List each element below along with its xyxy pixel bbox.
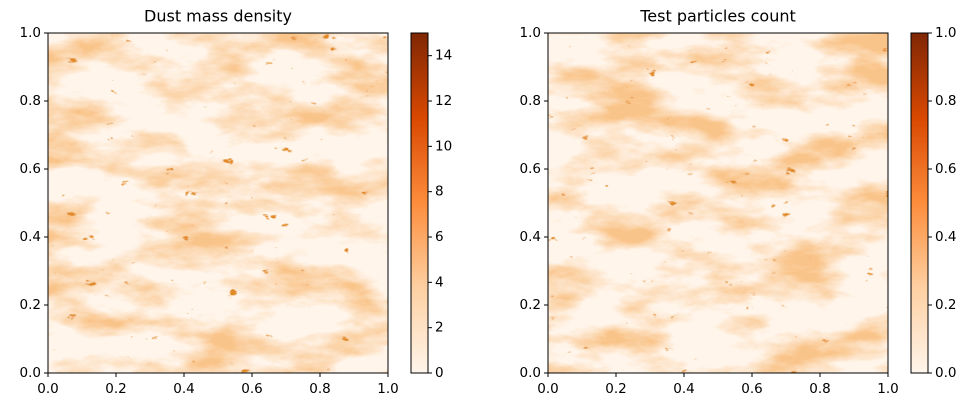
x-tick-label: 0.4 xyxy=(173,381,194,397)
colorbar xyxy=(410,32,429,374)
colorbar-tick-label: 0.2 xyxy=(935,297,956,313)
colorbar-tick-label: 6 xyxy=(435,229,444,245)
colorbar-tick-label: 2 xyxy=(435,320,444,336)
x-tick-label: 0.8 xyxy=(309,381,330,397)
x-tick-label: 1.0 xyxy=(377,381,398,397)
colorbar-tick-label: 4 xyxy=(435,274,444,290)
y-tick-label: 0.0 xyxy=(20,365,41,381)
y-tick-label: 0.4 xyxy=(20,229,41,245)
heatmap-texture xyxy=(548,33,888,373)
colorbar-tick-label: 0.4 xyxy=(935,229,956,245)
y-tick-label: 0.6 xyxy=(520,161,541,177)
y-tick-label: 0.8 xyxy=(520,93,541,109)
x-tick-label: 0.0 xyxy=(537,381,558,397)
x-tick-label: 0.0 xyxy=(37,381,58,397)
colorbar xyxy=(910,32,929,374)
colorbar-tick-label: 14 xyxy=(435,48,452,64)
colorbar-tick-label: 0.6 xyxy=(935,161,956,177)
chart-title: Test particles count xyxy=(639,7,796,26)
colorbar-tick-label: 8 xyxy=(435,184,444,200)
x-tick-label: 0.2 xyxy=(105,381,126,397)
y-tick-label: 0.4 xyxy=(520,229,541,245)
colorbar-tick-label: 0.8 xyxy=(935,93,956,109)
x-tick-label: 0.6 xyxy=(741,381,762,397)
y-tick-label: 0.2 xyxy=(20,297,41,313)
x-tick-label: 0.8 xyxy=(809,381,830,397)
y-tick-label: 1.0 xyxy=(20,25,41,41)
y-tick-label: 0.2 xyxy=(520,297,541,313)
chart-title: Dust mass density xyxy=(144,7,292,26)
colorbar-tick-label: 10 xyxy=(435,138,452,154)
y-tick-label: 1.0 xyxy=(520,25,541,41)
heatmap-texture xyxy=(48,33,388,373)
x-tick-label: 0.6 xyxy=(241,381,262,397)
colorbar-tick-label: 0 xyxy=(435,365,444,381)
y-tick-label: 0.0 xyxy=(520,365,541,381)
x-tick-label: 0.2 xyxy=(605,381,626,397)
plot-frame xyxy=(547,32,889,374)
y-tick-label: 0.8 xyxy=(20,93,41,109)
colorbar-tick-label: 1.0 xyxy=(935,25,956,41)
x-tick-label: 1.0 xyxy=(877,381,898,397)
colorbar-tick-label: 12 xyxy=(435,93,452,109)
y-tick-label: 0.6 xyxy=(20,161,41,177)
colorbar-tick-label: 0.0 xyxy=(935,365,956,381)
x-tick-label: 0.4 xyxy=(673,381,694,397)
plot-frame xyxy=(47,32,389,374)
